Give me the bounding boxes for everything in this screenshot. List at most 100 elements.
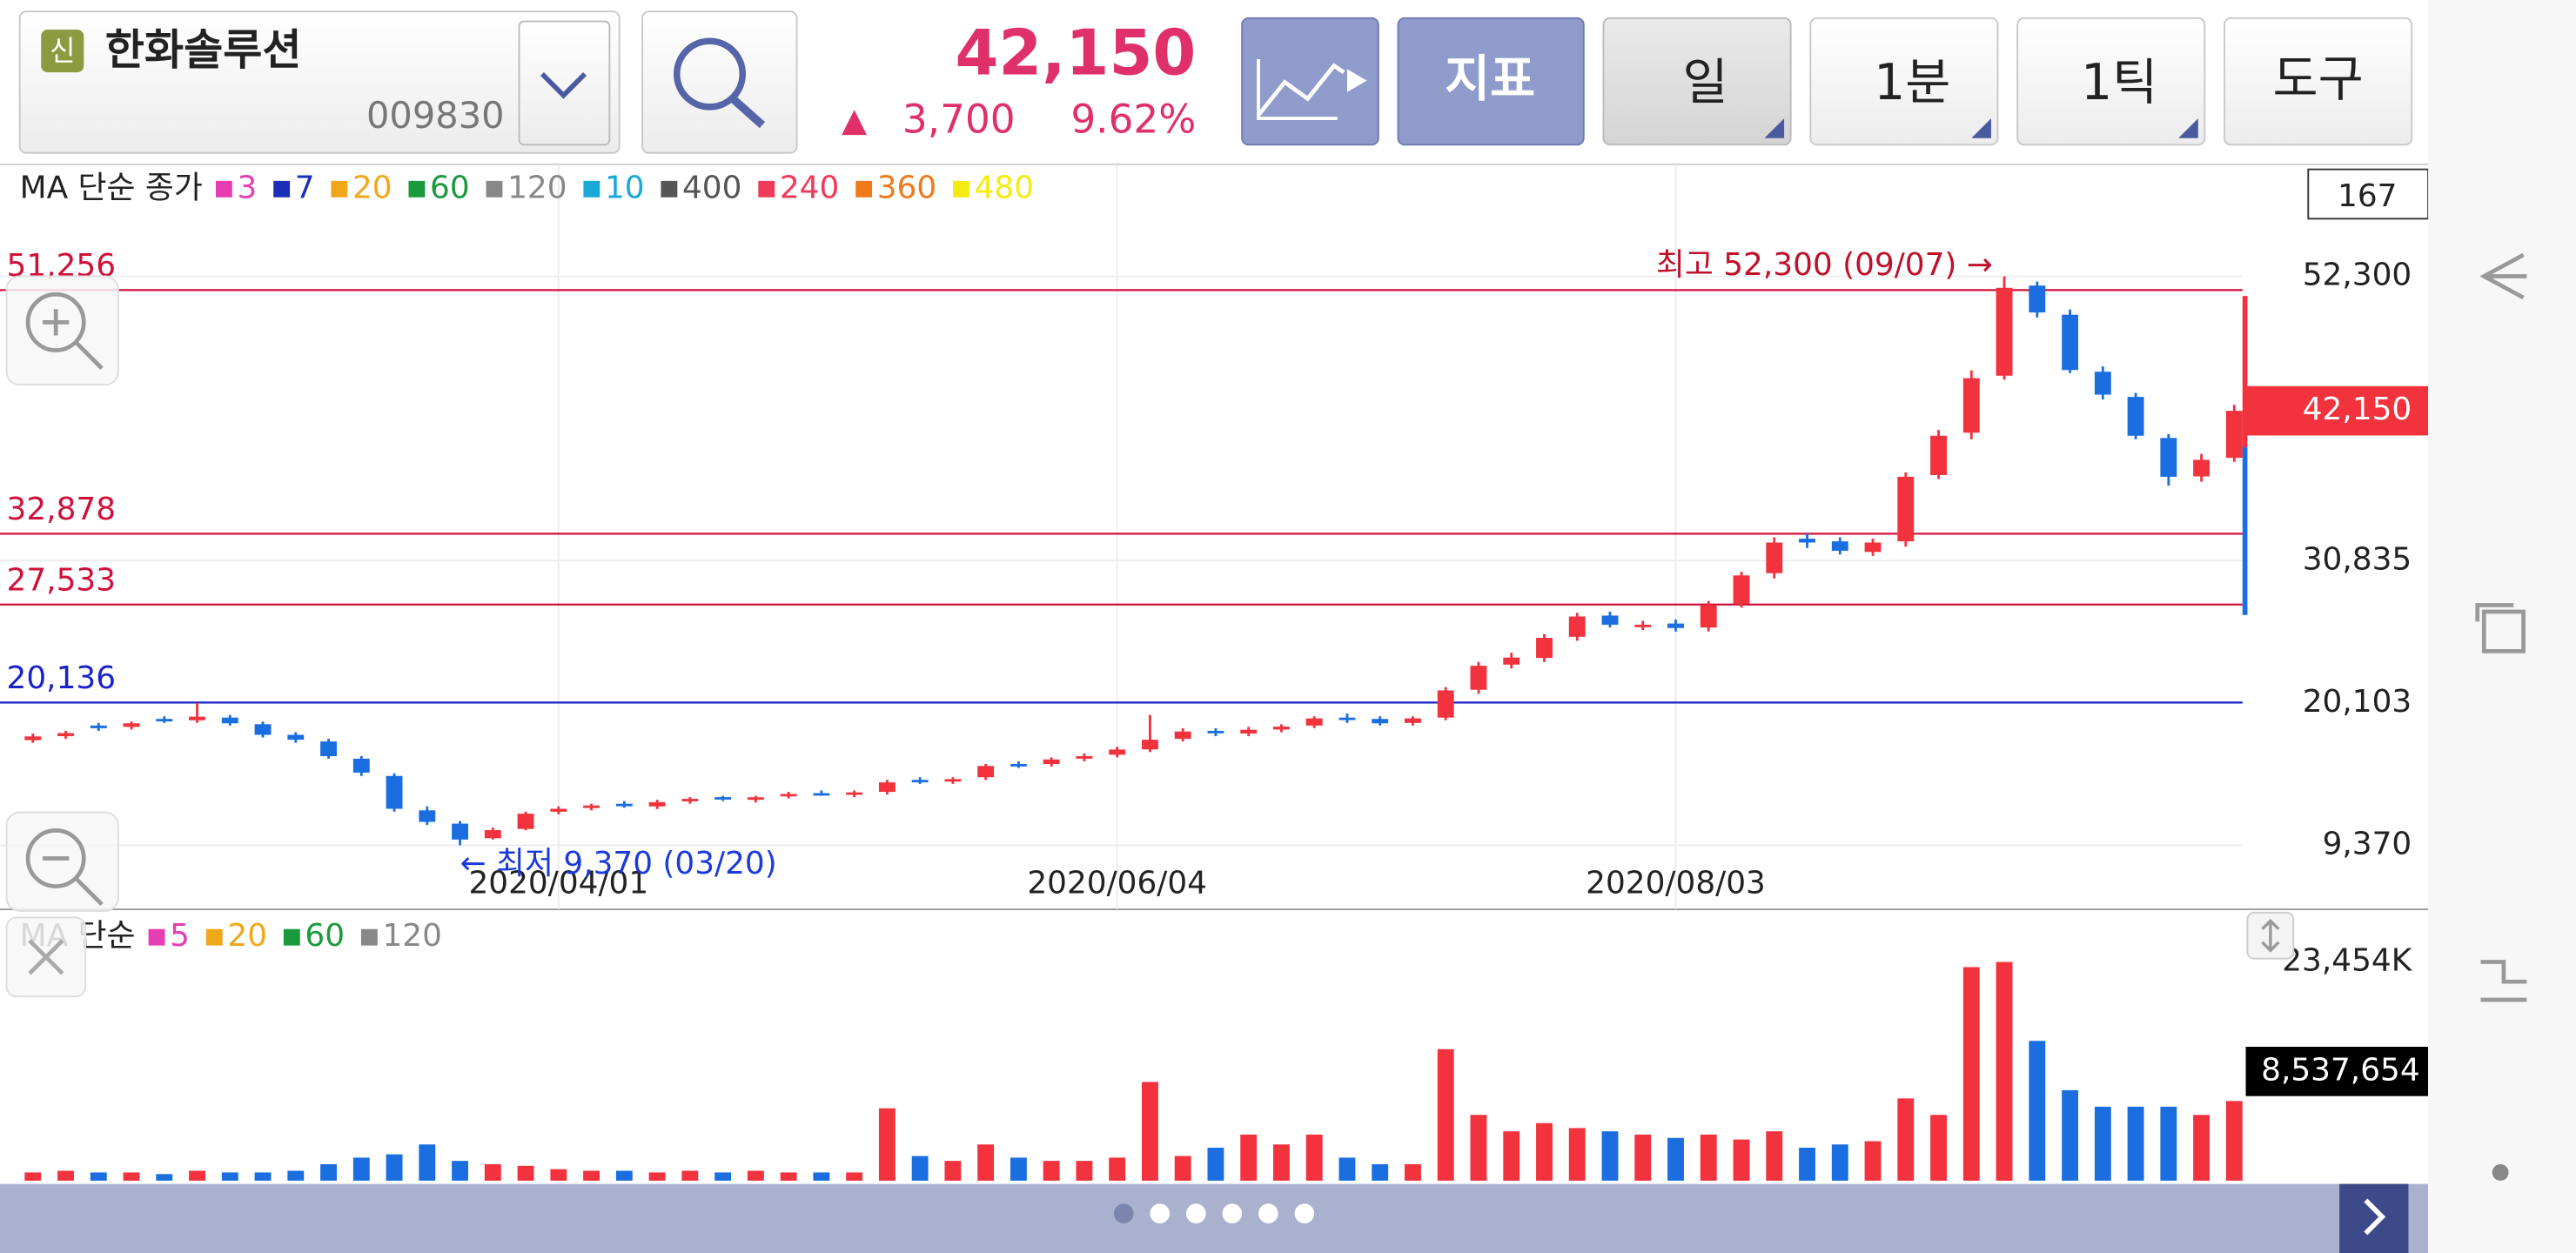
legend-swatch (273, 180, 291, 198)
legend-label: MA 단순 종가 (20, 170, 203, 205)
recent-icon[interactable] (2475, 603, 2526, 653)
page-dot[interactable] (1185, 1203, 1206, 1223)
page-dot[interactable] (1150, 1203, 1171, 1223)
volume-bar (2094, 1106, 2111, 1181)
minute-button[interactable] (1809, 17, 1999, 146)
stock-box[interactable] (18, 10, 621, 154)
tools-button[interactable] (2224, 17, 2413, 146)
volume-bar (550, 1169, 567, 1181)
candle-body (1405, 718, 1421, 723)
candle-body (681, 799, 699, 801)
volume-bar (878, 1108, 896, 1181)
volume-bar (452, 1161, 469, 1181)
x-tick-label: 2020/04/01 (469, 866, 649, 901)
candle-body (615, 803, 633, 807)
volume-bar (2160, 1106, 2177, 1181)
candle-body (254, 724, 272, 735)
info-box-text: 167 (2338, 178, 2397, 214)
legend-item: 5 (170, 918, 190, 954)
chart-icon-arrow (1346, 69, 1367, 92)
y-tick-label: 52,300 (2303, 258, 2412, 293)
page-dot[interactable] (1222, 1203, 1243, 1223)
candle-body (1634, 624, 1652, 627)
dot-icon[interactable] (2492, 1163, 2509, 1181)
chart-icon (1257, 63, 1345, 117)
current-price-label: 42,150 (2303, 392, 2412, 427)
volume-bar (1601, 1131, 1619, 1181)
recent-apps-icon[interactable] (2480, 960, 2527, 1002)
candle-body (1766, 542, 1783, 573)
current-volume-label: 8,537,654 (2261, 1052, 2419, 1088)
page-dot[interactable] (1294, 1203, 1315, 1223)
volume-bar (24, 1172, 42, 1181)
volume-bar (1240, 1134, 1258, 1181)
indicator-button[interactable] (1397, 17, 1585, 146)
candle-body (1568, 616, 1586, 637)
candle-body (2127, 397, 2144, 436)
level-label: 32,878 (7, 492, 116, 527)
candle-body (1799, 539, 1815, 543)
dropdown-button[interactable] (518, 20, 611, 146)
volume-bar (320, 1163, 337, 1181)
period-button[interactable] (1602, 17, 1792, 146)
y-tick-label: 30,835 (2303, 541, 2412, 577)
volume-bar (977, 1144, 995, 1181)
search-button[interactable] (641, 10, 798, 154)
price: 42,150 (955, 17, 1196, 90)
volume-bar (1634, 1134, 1652, 1181)
back-icon[interactable] (2479, 252, 2527, 300)
legend-item: 60 (430, 170, 470, 205)
legend-item: 480 (975, 170, 1034, 205)
volume-bar (2062, 1089, 2079, 1181)
volume-bar (944, 1161, 962, 1181)
volume-bar (2127, 1106, 2144, 1181)
candle-body (1305, 718, 1323, 726)
candle-body (1996, 287, 2013, 376)
volume-bar (1733, 1139, 1750, 1181)
bottom-bar (0, 1183, 2429, 1253)
legend-swatch (205, 928, 223, 946)
candle-body (221, 717, 238, 724)
volume-bar (156, 1174, 173, 1181)
legend-item: 360 (877, 170, 936, 205)
volume-bar (1831, 1144, 1848, 1181)
zoom-out-button[interactable] (5, 811, 119, 912)
volume-bar (221, 1172, 238, 1181)
page-dot[interactable] (1258, 1203, 1278, 1223)
candle-body (1733, 575, 1750, 604)
legend-item: 120 (382, 918, 441, 954)
volume-bar (1700, 1134, 1717, 1181)
candle-body (1372, 719, 1389, 724)
volume-bar (846, 1172, 863, 1181)
volume-bar (57, 1170, 74, 1181)
range-indicator-down (2242, 447, 2248, 615)
legend-swatch (583, 180, 600, 198)
candle-body (419, 810, 436, 822)
volume-bar (1568, 1128, 1586, 1181)
legend-swatch (331, 180, 348, 198)
button-label: 지표 (1445, 50, 1535, 108)
candle-body (1470, 666, 1487, 690)
candle-body (1536, 638, 1553, 659)
volume-bar (1536, 1122, 1553, 1181)
page-dot-active[interactable] (1113, 1203, 1134, 1223)
zoom-out-icon (25, 828, 86, 888)
candle-body (1141, 740, 1158, 750)
chart-type-button[interactable] (1241, 17, 1379, 146)
search-icon (673, 37, 747, 111)
zoom-in-icon (43, 309, 104, 370)
candle-body (2094, 372, 2111, 395)
close-icon (28, 939, 64, 975)
volume-bar (1305, 1134, 1323, 1181)
chevron-icon (540, 72, 587, 99)
stock-code: 009830 (366, 94, 505, 137)
volume-bar (1109, 1157, 1126, 1181)
resize-icon (2261, 918, 2280, 953)
candle-body (1601, 615, 1619, 625)
tick-button[interactable] (2016, 17, 2206, 146)
next-button[interactable] (2339, 1183, 2409, 1253)
candle-body (846, 792, 863, 795)
candle-body (1437, 690, 1454, 718)
change: 3,700 (902, 96, 1016, 142)
volume-bar (287, 1170, 305, 1181)
